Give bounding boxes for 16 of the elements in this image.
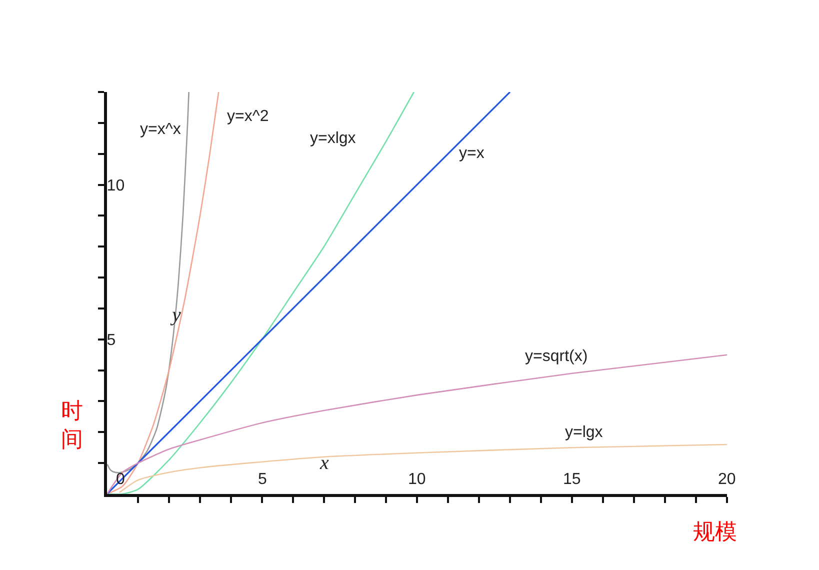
series-label: y=x^x bbox=[140, 121, 181, 138]
line-series bbox=[107, 92, 190, 474]
series-label: y=xlgx bbox=[310, 130, 356, 147]
y-axis-title: 时间 bbox=[61, 399, 83, 453]
line-series bbox=[107, 92, 220, 494]
series-label: y=x bbox=[459, 145, 484, 162]
x-tick-label: 20 bbox=[718, 471, 736, 488]
series-label: y=sqrt(x) bbox=[525, 348, 588, 365]
annotation: y bbox=[170, 304, 181, 326]
x-tick-label: 15 bbox=[563, 471, 581, 488]
series-label: y=x^2 bbox=[227, 108, 269, 125]
x-tick-label: 5 bbox=[258, 471, 267, 488]
x-tick-label: 10 bbox=[408, 471, 426, 488]
x-axis-title: 规模 bbox=[693, 520, 737, 545]
annotation: x bbox=[319, 452, 329, 474]
series-label: y=lgx bbox=[565, 424, 603, 441]
